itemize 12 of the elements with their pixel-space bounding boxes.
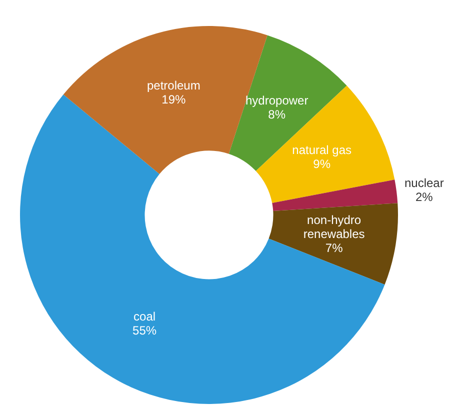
data-label: 2% <box>415 190 434 204</box>
slice-label: natural gas <box>292 142 352 157</box>
slice-label: nuclear <box>404 176 444 190</box>
data-label: 8% <box>268 107 286 122</box>
slice-label: coal <box>134 309 156 324</box>
data-label: 55% <box>132 323 157 338</box>
slice-label: non-hydro renewables <box>303 213 365 242</box>
slice-label: petroleum <box>146 78 200 93</box>
data-label: 9% <box>313 156 331 171</box>
slice-label: hydropower <box>246 93 308 108</box>
data-label: 19% <box>162 92 186 107</box>
data-label: 7% <box>325 241 344 256</box>
